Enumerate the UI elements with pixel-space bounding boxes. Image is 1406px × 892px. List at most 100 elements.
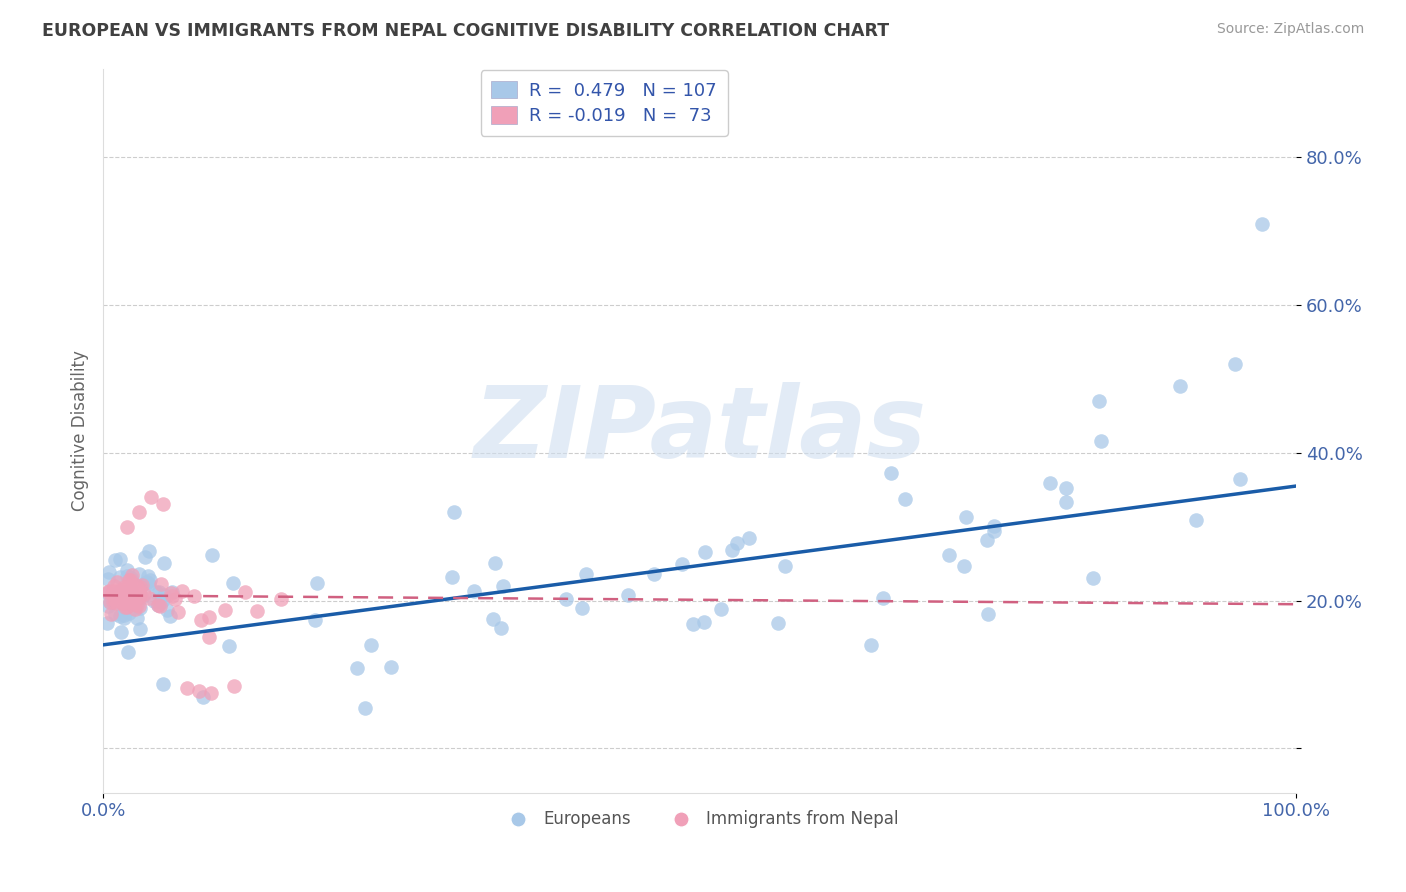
Point [150, 576, 173, 591]
Point [115, 563, 138, 577]
Point [112, 600, 135, 615]
Point [162, 585, 184, 599]
Point [128, 601, 150, 615]
Point [198, 630, 221, 644]
Point [682, 616, 704, 631]
Point [125, 599, 148, 613]
Point [955, 510, 977, 524]
Point [120, 582, 142, 597]
Point [128, 599, 150, 613]
Point [246, 604, 269, 618]
Point [108, 609, 131, 624]
Point [98, 594, 121, 608]
Point [1088, 394, 1111, 409]
Point [105, 575, 128, 590]
Point [128, 583, 150, 598]
Point [115, 599, 138, 614]
Point [125, 591, 148, 606]
Point [117, 568, 139, 582]
Point [766, 615, 789, 630]
Point [115, 592, 138, 607]
Point [190, 613, 212, 627]
Point [149, 599, 172, 613]
Point [152, 498, 174, 512]
Point [1229, 472, 1251, 486]
Point [131, 590, 153, 604]
Point [129, 622, 152, 636]
Point [616, 588, 638, 602]
Point [103, 607, 125, 622]
Point [120, 589, 142, 603]
Point [360, 638, 382, 652]
Point [160, 585, 183, 599]
Point [139, 490, 162, 504]
Point [165, 592, 187, 607]
Point [162, 589, 184, 603]
Point [112, 607, 135, 622]
Point [198, 609, 221, 624]
Legend: Europeans, Immigrants from Nepal: Europeans, Immigrants from Nepal [495, 804, 905, 835]
Point [110, 583, 132, 598]
Point [773, 559, 796, 574]
Point [96, 615, 118, 630]
Point [100, 587, 122, 601]
Point [145, 584, 167, 599]
Point [575, 566, 598, 581]
Point [108, 569, 131, 583]
Point [103, 579, 125, 593]
Point [134, 550, 156, 565]
Point [124, 582, 146, 596]
Point [354, 700, 377, 714]
Point [101, 584, 124, 599]
Point [108, 584, 131, 599]
Point [146, 598, 169, 612]
Point [97, 599, 120, 613]
Point [108, 551, 131, 566]
Point [721, 543, 744, 558]
Point [122, 591, 145, 606]
Point [117, 645, 139, 659]
Point [671, 558, 693, 572]
Point [108, 588, 131, 602]
Point [1223, 357, 1246, 371]
Point [183, 589, 205, 603]
Point [224, 679, 246, 693]
Point [440, 570, 463, 584]
Point [201, 548, 224, 562]
Point [952, 559, 974, 574]
Point [695, 544, 717, 558]
Point [148, 585, 170, 599]
Point [489, 621, 512, 635]
Point [1250, 217, 1272, 231]
Point [571, 601, 593, 615]
Point [1185, 513, 1208, 527]
Point [893, 491, 915, 506]
Point [134, 576, 156, 591]
Point [138, 591, 160, 605]
Point [983, 524, 1005, 538]
Point [938, 548, 960, 562]
Point [693, 615, 716, 629]
Point [872, 591, 894, 605]
Point [1081, 571, 1104, 585]
Point [170, 583, 193, 598]
Point [976, 533, 998, 547]
Point [1168, 379, 1191, 393]
Point [104, 593, 127, 607]
Point [124, 602, 146, 616]
Point [112, 594, 135, 608]
Point [159, 609, 181, 624]
Point [305, 575, 328, 590]
Point [214, 603, 236, 617]
Point [738, 532, 761, 546]
Point [110, 624, 132, 639]
Point [128, 587, 150, 601]
Point [443, 505, 465, 519]
Point [233, 585, 256, 599]
Point [115, 599, 138, 614]
Point [643, 566, 665, 581]
Point [879, 466, 901, 480]
Point [111, 596, 134, 610]
Point [176, 681, 198, 695]
Point [114, 599, 136, 614]
